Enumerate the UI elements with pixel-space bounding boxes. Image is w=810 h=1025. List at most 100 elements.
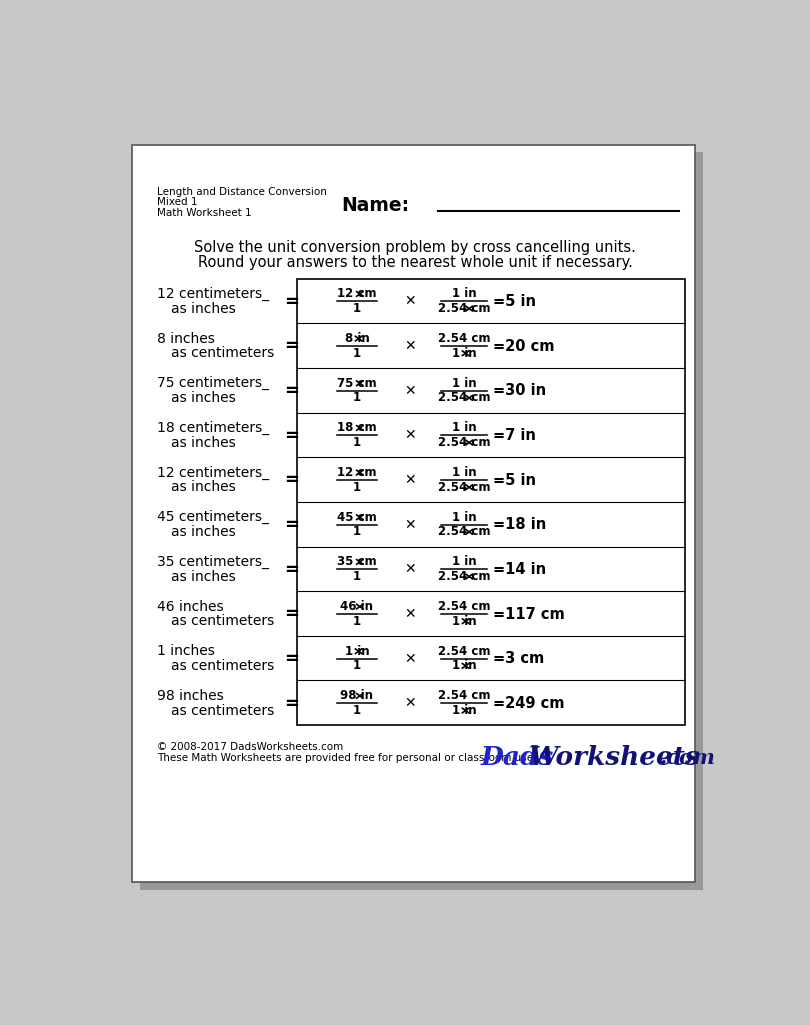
Text: Round your answers to the nearest whole unit if necessary.: Round your answers to the nearest whole … [198, 254, 633, 270]
Text: 2.54 cm: 2.54 cm [437, 302, 490, 315]
Text: 98 in: 98 in [340, 690, 373, 702]
Text: 75 centimeters_: 75 centimeters_ [157, 376, 269, 391]
Text: 1 in: 1 in [452, 466, 476, 479]
Text: Math Worksheet 1: Math Worksheet 1 [157, 208, 252, 217]
Text: 2.54 cm: 2.54 cm [437, 526, 490, 538]
Text: ✕: ✕ [404, 473, 416, 487]
Text: These Math Worksheets are provided free for personal or classroom use.: These Math Worksheets are provided free … [157, 752, 536, 763]
Text: 1 in: 1 in [452, 659, 476, 672]
Text: 1: 1 [353, 346, 361, 360]
Text: ✕: ✕ [404, 294, 416, 309]
Text: 12 cm: 12 cm [337, 466, 377, 479]
Text: =14 in: =14 in [493, 562, 547, 577]
Text: 1 in: 1 in [452, 421, 476, 435]
Text: 2.54 cm: 2.54 cm [437, 332, 490, 345]
Text: =3 cm: =3 cm [493, 652, 544, 666]
Text: 1 in: 1 in [452, 556, 476, 569]
Text: 1: 1 [353, 659, 361, 672]
Text: 2.54 cm: 2.54 cm [437, 570, 490, 583]
Text: 12 centimeters_: 12 centimeters_ [157, 465, 269, 480]
Text: 1: 1 [353, 302, 361, 315]
Text: =: = [284, 695, 300, 712]
Text: 1: 1 [353, 436, 361, 449]
Bar [132, 145, 695, 883]
Text: 1 in: 1 in [452, 704, 476, 718]
Text: 1 in: 1 in [452, 287, 476, 300]
Text: ✕: ✕ [404, 518, 416, 532]
Text: 1 in: 1 in [452, 615, 476, 627]
Text: as centimeters: as centimeters [171, 614, 275, 628]
Text: 1: 1 [353, 526, 361, 538]
Text: 46 inches: 46 inches [157, 600, 224, 614]
Bar [297, 279, 684, 725]
Text: as inches: as inches [171, 301, 236, 316]
Text: ✕: ✕ [404, 563, 416, 576]
Text: =: = [284, 650, 300, 668]
Text: Mixed 1: Mixed 1 [157, 197, 198, 207]
Text: .com: .com [659, 748, 715, 769]
Bar [140, 153, 702, 890]
Text: 8 inches: 8 inches [157, 332, 215, 345]
Text: 2.54 cm: 2.54 cm [437, 436, 490, 449]
Text: =5 in: =5 in [493, 473, 536, 488]
Text: =: = [284, 516, 300, 534]
Text: =18 in: =18 in [493, 518, 547, 532]
Text: =: = [284, 561, 300, 578]
Text: 1 in: 1 in [452, 510, 476, 524]
Text: ✕: ✕ [404, 383, 416, 398]
Text: ✕: ✕ [404, 428, 416, 442]
Text: 45 cm: 45 cm [337, 510, 377, 524]
Text: 1 in: 1 in [452, 346, 476, 360]
Text: ✕: ✕ [404, 696, 416, 710]
Text: ✕: ✕ [404, 652, 416, 665]
Text: 1: 1 [353, 704, 361, 718]
Text: 1: 1 [353, 481, 361, 494]
Text: Name:: Name: [342, 196, 410, 215]
Text: as inches: as inches [171, 480, 236, 494]
Text: =: = [284, 293, 300, 311]
Text: 1 in: 1 in [345, 645, 369, 658]
Text: 1: 1 [353, 615, 361, 627]
Text: 1 inches: 1 inches [157, 645, 215, 658]
Text: Worksheets: Worksheets [529, 745, 701, 770]
Text: 35 cm: 35 cm [337, 556, 377, 569]
Text: =30 in: =30 in [493, 383, 547, 399]
Text: 2.54 cm: 2.54 cm [437, 392, 490, 405]
Text: 35 centimeters_: 35 centimeters_ [157, 555, 269, 569]
Text: =: = [284, 382, 300, 400]
Text: 2.54 cm: 2.54 cm [437, 645, 490, 658]
Text: =: = [284, 472, 300, 489]
Text: 98 inches: 98 inches [157, 689, 224, 703]
Text: 2.54 cm: 2.54 cm [437, 481, 490, 494]
Text: as inches: as inches [171, 525, 236, 539]
Text: =249 cm: =249 cm [493, 696, 565, 711]
Text: 75 cm: 75 cm [337, 377, 377, 390]
Text: as centimeters: as centimeters [171, 659, 275, 672]
Text: 1 in: 1 in [452, 377, 476, 390]
Text: 1: 1 [353, 570, 361, 583]
Text: =: = [284, 426, 300, 445]
Text: 1: 1 [353, 392, 361, 405]
Text: =20 cm: =20 cm [493, 339, 555, 354]
Text: =5 in: =5 in [493, 294, 536, 310]
Text: Length and Distance Conversion: Length and Distance Conversion [157, 187, 327, 197]
Text: as inches: as inches [171, 570, 236, 583]
Text: 2.54 cm: 2.54 cm [437, 600, 490, 613]
Text: 12 centimeters_: 12 centimeters_ [157, 287, 269, 301]
Text: ✕: ✕ [404, 339, 416, 353]
Text: Solve the unit conversion problem by cross cancelling units.: Solve the unit conversion problem by cro… [194, 240, 636, 255]
Text: 18 cm: 18 cm [337, 421, 377, 435]
Text: 46 in: 46 in [340, 600, 373, 613]
Text: as centimeters: as centimeters [171, 346, 275, 360]
Text: =117 cm: =117 cm [493, 607, 565, 622]
Text: =: = [284, 605, 300, 623]
Text: as centimeters: as centimeters [171, 703, 275, 718]
Text: 45 centimeters_: 45 centimeters_ [157, 510, 269, 525]
Text: 12 cm: 12 cm [337, 287, 377, 300]
Text: =7 in: =7 in [493, 428, 536, 443]
Text: 18 centimeters_: 18 centimeters_ [157, 421, 269, 435]
Text: © 2008-2017 DadsWorksheets.com: © 2008-2017 DadsWorksheets.com [157, 742, 343, 752]
Text: =: = [284, 337, 300, 356]
Text: Dads: Dads [481, 745, 554, 770]
Text: 2.54 cm: 2.54 cm [437, 690, 490, 702]
